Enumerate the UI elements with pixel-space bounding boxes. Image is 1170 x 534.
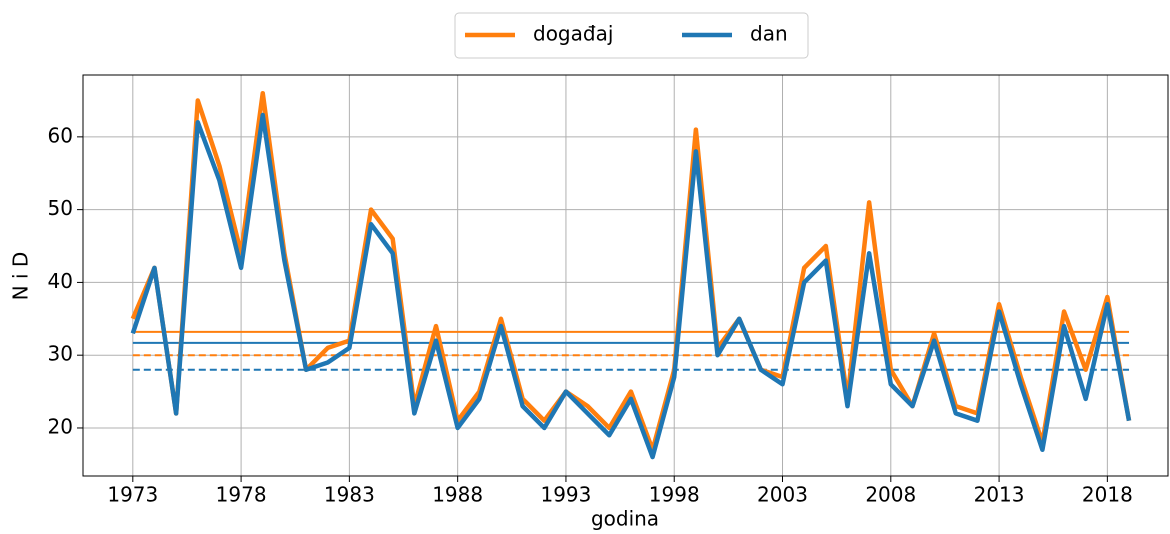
y-tick-label: 40 bbox=[48, 269, 73, 293]
x-tick-label: 2018 bbox=[1082, 483, 1133, 507]
series-line bbox=[130, 112, 1132, 460]
y-tick-label: 20 bbox=[48, 414, 73, 438]
x-tick-label: 1988 bbox=[432, 483, 483, 507]
series-line bbox=[130, 90, 1132, 453]
x-tick-label: 1973 bbox=[107, 483, 158, 507]
y-axis-label: N i D bbox=[9, 252, 33, 301]
x-tick-label: 2008 bbox=[865, 483, 916, 507]
legend-box bbox=[454, 12, 809, 59]
x-tick-label: 2003 bbox=[757, 483, 808, 507]
y-tick-label: 30 bbox=[48, 342, 73, 366]
x-tick-label: 2013 bbox=[974, 483, 1025, 507]
y-tick-label: 60 bbox=[48, 123, 73, 147]
x-tick-label: 1998 bbox=[649, 483, 700, 507]
x-tick-label: 1983 bbox=[324, 483, 375, 507]
y-tick-label: 50 bbox=[48, 196, 73, 220]
plot-frame bbox=[82, 74, 1169, 477]
x-tick-label: 1978 bbox=[216, 483, 267, 507]
x-axis-label: godina bbox=[591, 507, 659, 531]
x-tick-label: 1993 bbox=[540, 483, 591, 507]
legend-label: dan bbox=[750, 22, 788, 46]
legend-label: događaj bbox=[533, 22, 613, 46]
